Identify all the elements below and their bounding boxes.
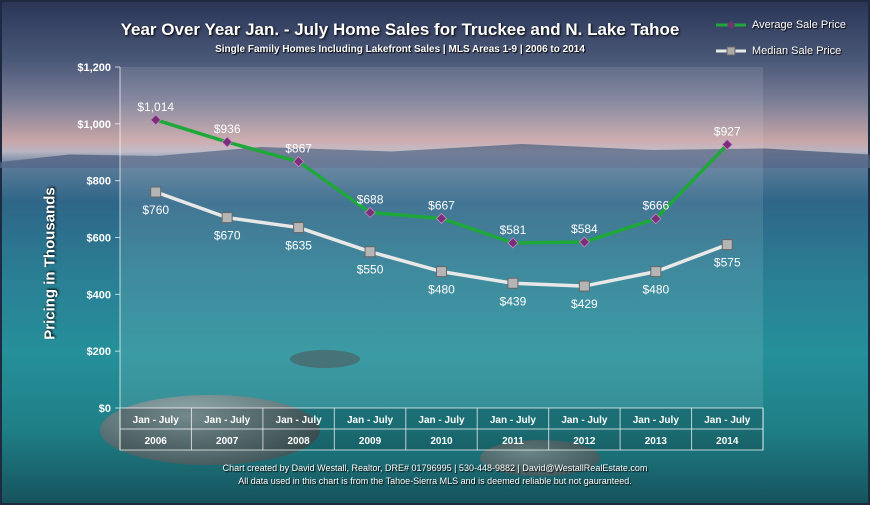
average-price-point (293, 156, 305, 168)
median-price-label: $550 (357, 263, 384, 277)
median-price-point (721, 239, 733, 251)
category-label-year: 2014 (716, 436, 739, 447)
legend-label-average: Average Sale Price (752, 19, 846, 31)
category-label-year: 2013 (645, 436, 668, 447)
median-price-label: $575 (714, 256, 741, 270)
category-label-period: Jan - July (418, 415, 465, 426)
legend-item-average: Average Sale Price (716, 12, 866, 38)
legend-swatch-average (716, 21, 746, 29)
median-price-point (150, 186, 162, 198)
rock-decoration (290, 350, 360, 368)
category-label-period: Jan - July (347, 415, 394, 426)
average-price-label: $581 (500, 223, 527, 237)
average-price-point (721, 139, 733, 151)
y-tick-label: $600 (87, 233, 111, 245)
category-label-year: 2012 (573, 436, 596, 447)
y-tick-label: $0 (99, 403, 111, 415)
median-price-label: $670 (214, 229, 241, 243)
rock-decoration (480, 440, 600, 476)
y-tick-label: $200 (87, 346, 111, 358)
average-price-label: $667 (428, 198, 455, 212)
average-price-point (221, 136, 233, 148)
category-label-year: 2011 (502, 436, 524, 447)
median-price-label: $480 (642, 283, 669, 297)
category-label-year: 2009 (359, 436, 382, 447)
footer-credit: Chart created by David Westall, Realtor,… (222, 463, 648, 473)
median-price-label: $480 (428, 283, 455, 297)
category-label-period: Jan - July (633, 415, 680, 426)
median-price-point (293, 222, 305, 234)
average-price-label: $584 (571, 222, 598, 236)
average-price-label: $688 (357, 192, 384, 206)
legend-item-median: Median Sale Price (716, 38, 866, 64)
median-price-point (650, 266, 662, 278)
category-label-year: 2006 (145, 436, 168, 447)
chart-title: Year Over Year Jan. - July Home Sales fo… (120, 20, 680, 39)
category-label-period: Jan - July (704, 415, 751, 426)
category-label-year: 2007 (216, 436, 239, 447)
average-price-point (507, 237, 519, 249)
average-price-point (650, 213, 662, 225)
category-label-period: Jan - July (276, 415, 323, 426)
y-tick-label: $800 (87, 176, 111, 188)
category-label-period: Jan - July (133, 415, 180, 426)
category-label-period: Jan - July (204, 415, 251, 426)
median-price-label: $760 (142, 203, 169, 217)
average-price-label: $927 (714, 125, 741, 139)
average-price-label: $1,014 (137, 100, 174, 114)
y-tick-label: $1,000 (77, 119, 111, 131)
average-price-label: $666 (642, 199, 669, 213)
median-price-label: $635 (285, 239, 312, 253)
footer-disclaimer: All data used in this chart is from the … (238, 476, 632, 486)
average-price-label: $936 (214, 122, 241, 136)
median-price-point (436, 266, 447, 278)
median-price-label: $439 (500, 294, 527, 308)
legend-swatch-median (716, 46, 746, 56)
legend-label-median: Median Sale Price (752, 45, 842, 57)
y-tick-label: $1,200 (77, 62, 111, 74)
category-label-period: Jan - July (490, 415, 537, 426)
chart-subtitle: Single Family Homes Including Lakefront … (215, 44, 585, 55)
median-price-point (578, 280, 590, 292)
average-price-point (435, 212, 448, 225)
average-price-point (364, 206, 376, 219)
median-price-point (221, 212, 233, 224)
average-price-label: $867 (285, 142, 312, 156)
median-price-label: $429 (571, 297, 598, 311)
rock-decoration (100, 395, 320, 465)
chart-legend: Average Sale Price Median Sale Price (716, 12, 866, 64)
average-price-point (150, 114, 162, 126)
chart-footer: Chart created by David Westall, Realtor,… (0, 462, 870, 488)
category-label-period: Jan - July (561, 415, 608, 426)
plot-area (120, 67, 763, 408)
average-price-point (578, 236, 590, 248)
median-price-point (364, 246, 376, 258)
median-price-point (507, 277, 519, 289)
y-tick-label: $400 (87, 289, 111, 301)
category-label-year: 2008 (287, 436, 310, 447)
category-label-year: 2010 (430, 436, 453, 447)
